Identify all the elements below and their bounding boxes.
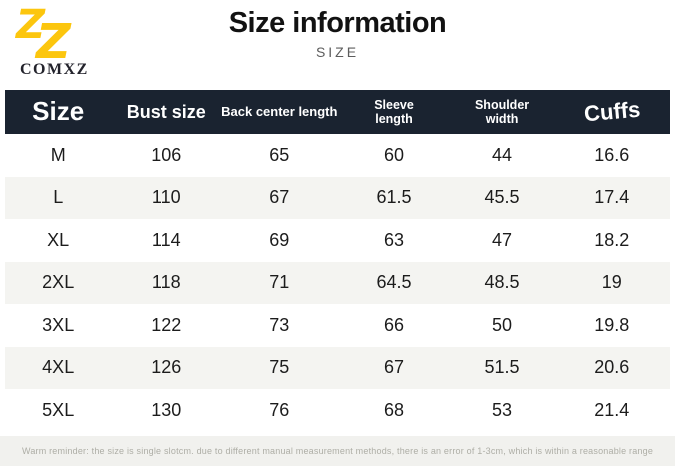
table-row-xl: XL 114 69 63 47 18.2 <box>5 219 670 262</box>
cell-bust-size: 126 <box>151 357 182 378</box>
cell-cuffs: 18.2 <box>594 229 630 250</box>
size-table: Size Bust size Back center length Sleeve… <box>5 90 670 432</box>
disclaimer-note: Warm reminder: the size is single slotcm… <box>0 436 675 466</box>
column-header-cuffs: Cuffs <box>582 96 641 127</box>
cell-bust-size: 110 <box>151 187 181 208</box>
cell-back-center-length: 69 <box>269 229 290 250</box>
cell-bust-size: 130 <box>151 399 182 420</box>
cell-cuffs: 19 <box>601 272 622 293</box>
table-row-5xl: 5XL 130 76 68 53 21.4 <box>5 389 670 432</box>
page-title: Size information <box>228 7 447 39</box>
cell-cuffs: 19.8 <box>594 314 630 335</box>
cell-cuffs: 21.4 <box>594 399 630 420</box>
table-header-row: Size Bust size Back center length Sleeve… <box>5 90 670 134</box>
table-row-3xl: 3XL 122 73 66 50 19.8 <box>5 304 670 347</box>
svg-text:Z: Z <box>34 14 72 60</box>
cell-cuffs: 17.4 <box>594 187 630 208</box>
cell-sleeve-length: 66 <box>383 314 405 335</box>
cell-shoulder-width: 50 <box>492 314 513 335</box>
cell-size: 3XL <box>42 314 75 335</box>
cell-sleeve-length: 64.5 <box>376 272 412 293</box>
cell-size: 5XL <box>42 399 75 420</box>
z-monogram-icon: Z Z <box>14 2 73 60</box>
cell-back-center-length: 71 <box>269 272 290 293</box>
title-block: Size information SIZE <box>0 0 675 60</box>
brand-name: COMXZ <box>20 61 89 78</box>
cell-shoulder-width: 44 <box>492 144 513 165</box>
cell-bust-size: 114 <box>151 229 181 250</box>
cell-shoulder-width: 51.5 <box>484 357 520 378</box>
cell-size: 2XL <box>42 272 75 293</box>
cell-size: 4XL <box>42 357 75 378</box>
column-header-size: Size <box>32 96 85 127</box>
cell-sleeve-length: 68 <box>383 399 405 420</box>
cell-shoulder-width: 47 <box>492 229 513 250</box>
cell-size: XL <box>47 229 70 250</box>
cell-sleeve-length: 60 <box>383 144 405 165</box>
cell-sleeve-length: 63 <box>383 229 405 250</box>
cell-back-center-length: 67 <box>269 187 290 208</box>
cell-size: M <box>50 144 66 165</box>
table-body: M 106 65 60 44 16.6 L 110 67 61.5 45.5 1… <box>5 134 670 432</box>
cell-cuffs: 16.6 <box>594 144 630 165</box>
svg-text:Z: Z <box>14 2 46 48</box>
cell-back-center-length: 76 <box>269 399 290 420</box>
column-header-sleeve-length: Sleeve length <box>374 98 414 126</box>
column-header-back-center-length: Back center length <box>221 103 338 119</box>
cell-bust-size: 122 <box>151 314 182 335</box>
column-header-bust-size: Bust size <box>126 101 206 122</box>
page-subtitle: SIZE <box>315 44 360 60</box>
cell-shoulder-width: 48.5 <box>484 272 520 293</box>
cell-bust-size: 106 <box>151 144 182 165</box>
table-row-m: M 106 65 60 44 16.6 <box>5 134 670 177</box>
cell-cuffs: 20.6 <box>594 357 630 378</box>
cell-back-center-length: 73 <box>269 314 290 335</box>
table-row-l: L 110 67 61.5 45.5 17.4 <box>5 176 670 219</box>
cell-shoulder-width: 45.5 <box>484 187 520 208</box>
table-row-2xl: 2XL 118 71 64.5 48.5 19 <box>5 261 670 304</box>
brand-logo: Z Z COMXZ <box>14 2 124 79</box>
column-header-shoulder-width: Shoulder width <box>474 98 530 126</box>
cell-back-center-length: 75 <box>269 357 290 378</box>
cell-sleeve-length: 61.5 <box>376 187 412 208</box>
cell-shoulder-width: 53 <box>492 399 513 420</box>
cell-bust-size: 118 <box>151 272 181 293</box>
table-row-4xl: 4XL 126 75 67 51.5 20.6 <box>5 346 670 389</box>
cell-back-center-length: 65 <box>269 144 290 165</box>
cell-size: L <box>53 187 64 208</box>
cell-sleeve-length: 67 <box>383 357 405 378</box>
